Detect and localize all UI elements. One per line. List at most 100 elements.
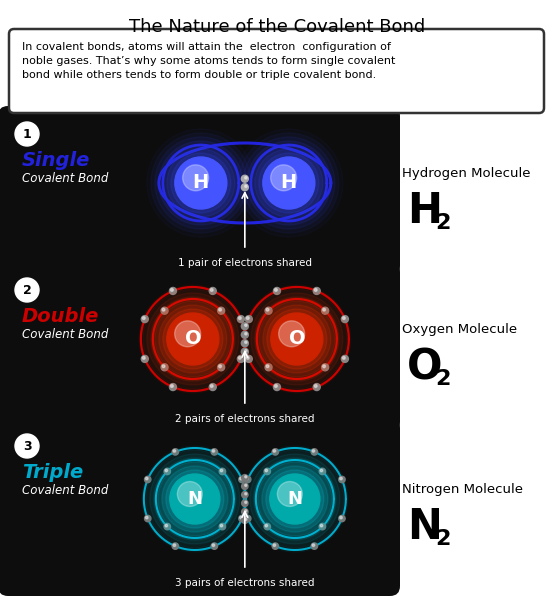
Circle shape [245,176,247,179]
Circle shape [265,364,272,371]
Circle shape [263,305,331,373]
Circle shape [220,469,223,472]
Circle shape [15,278,39,302]
Circle shape [262,466,328,532]
Circle shape [320,524,323,527]
Text: Nitrogen Molecule: Nitrogen Molecule [402,482,523,496]
Circle shape [178,481,203,506]
Circle shape [240,516,243,519]
Circle shape [165,469,168,472]
Circle shape [142,356,145,359]
FancyBboxPatch shape [0,106,400,276]
Circle shape [259,301,335,377]
Circle shape [245,501,247,503]
Circle shape [322,364,329,371]
Circle shape [264,523,270,530]
Circle shape [274,383,280,391]
Circle shape [169,383,176,391]
Circle shape [170,385,173,388]
Circle shape [166,470,224,528]
Circle shape [265,469,268,472]
Circle shape [173,544,175,547]
Text: 3 pairs of electrons shared: 3 pairs of electrons shared [175,578,315,588]
Circle shape [238,316,244,323]
Circle shape [173,449,175,452]
Circle shape [259,153,319,213]
Text: Triple: Triple [22,463,83,482]
Circle shape [170,474,220,524]
Circle shape [245,185,247,187]
Circle shape [250,454,340,544]
Circle shape [255,297,339,381]
Text: Single: Single [22,151,90,170]
Text: Double: Double [22,307,99,326]
Circle shape [239,476,245,482]
Circle shape [251,145,327,221]
Circle shape [270,474,320,524]
Circle shape [167,149,235,217]
Circle shape [272,543,279,550]
Circle shape [245,476,247,478]
Circle shape [245,484,247,487]
Text: 2: 2 [435,213,450,233]
Circle shape [279,321,305,347]
Circle shape [150,454,240,544]
Text: H: H [281,173,297,193]
Circle shape [219,308,221,311]
Circle shape [241,184,248,191]
Circle shape [247,141,331,225]
Circle shape [271,165,296,191]
Circle shape [246,317,249,319]
Circle shape [219,523,226,530]
Circle shape [266,308,269,311]
Circle shape [218,307,225,314]
Text: O: O [289,329,305,349]
Text: 2: 2 [23,283,32,296]
Circle shape [311,449,317,455]
Circle shape [241,348,248,355]
Text: Oxygen Molecule: Oxygen Molecule [402,323,517,335]
Circle shape [15,434,39,458]
Text: N: N [407,506,442,548]
Circle shape [267,309,327,369]
Text: 1: 1 [23,127,32,140]
Circle shape [275,385,278,388]
Circle shape [170,289,173,292]
Circle shape [219,365,221,368]
Circle shape [212,449,215,452]
FancyBboxPatch shape [9,29,544,113]
Circle shape [265,307,272,314]
Circle shape [263,157,315,209]
Circle shape [142,355,148,362]
Text: N: N [188,490,203,508]
Circle shape [239,317,241,319]
Circle shape [144,515,151,522]
Circle shape [142,317,145,319]
Circle shape [211,543,218,550]
Circle shape [163,309,223,369]
Circle shape [145,477,148,480]
Circle shape [245,349,247,352]
Circle shape [241,509,248,515]
Circle shape [341,316,349,323]
Circle shape [162,466,228,532]
Circle shape [246,450,344,548]
Circle shape [161,364,168,371]
FancyBboxPatch shape [0,418,400,596]
Text: Covalent Bond: Covalent Bond [22,172,108,185]
Text: 2: 2 [435,529,450,549]
Text: Covalent Bond: Covalent Bond [22,484,108,497]
Text: The Nature of the Covalent Bond: The Nature of the Covalent Bond [129,18,425,36]
Circle shape [273,449,276,452]
Circle shape [245,341,247,343]
Circle shape [266,365,269,368]
Circle shape [245,355,253,362]
Circle shape [169,287,176,295]
Circle shape [255,149,323,217]
Circle shape [245,332,247,335]
Circle shape [209,383,216,391]
Circle shape [245,518,247,520]
Circle shape [254,458,336,540]
Circle shape [145,516,148,519]
Circle shape [274,287,280,295]
